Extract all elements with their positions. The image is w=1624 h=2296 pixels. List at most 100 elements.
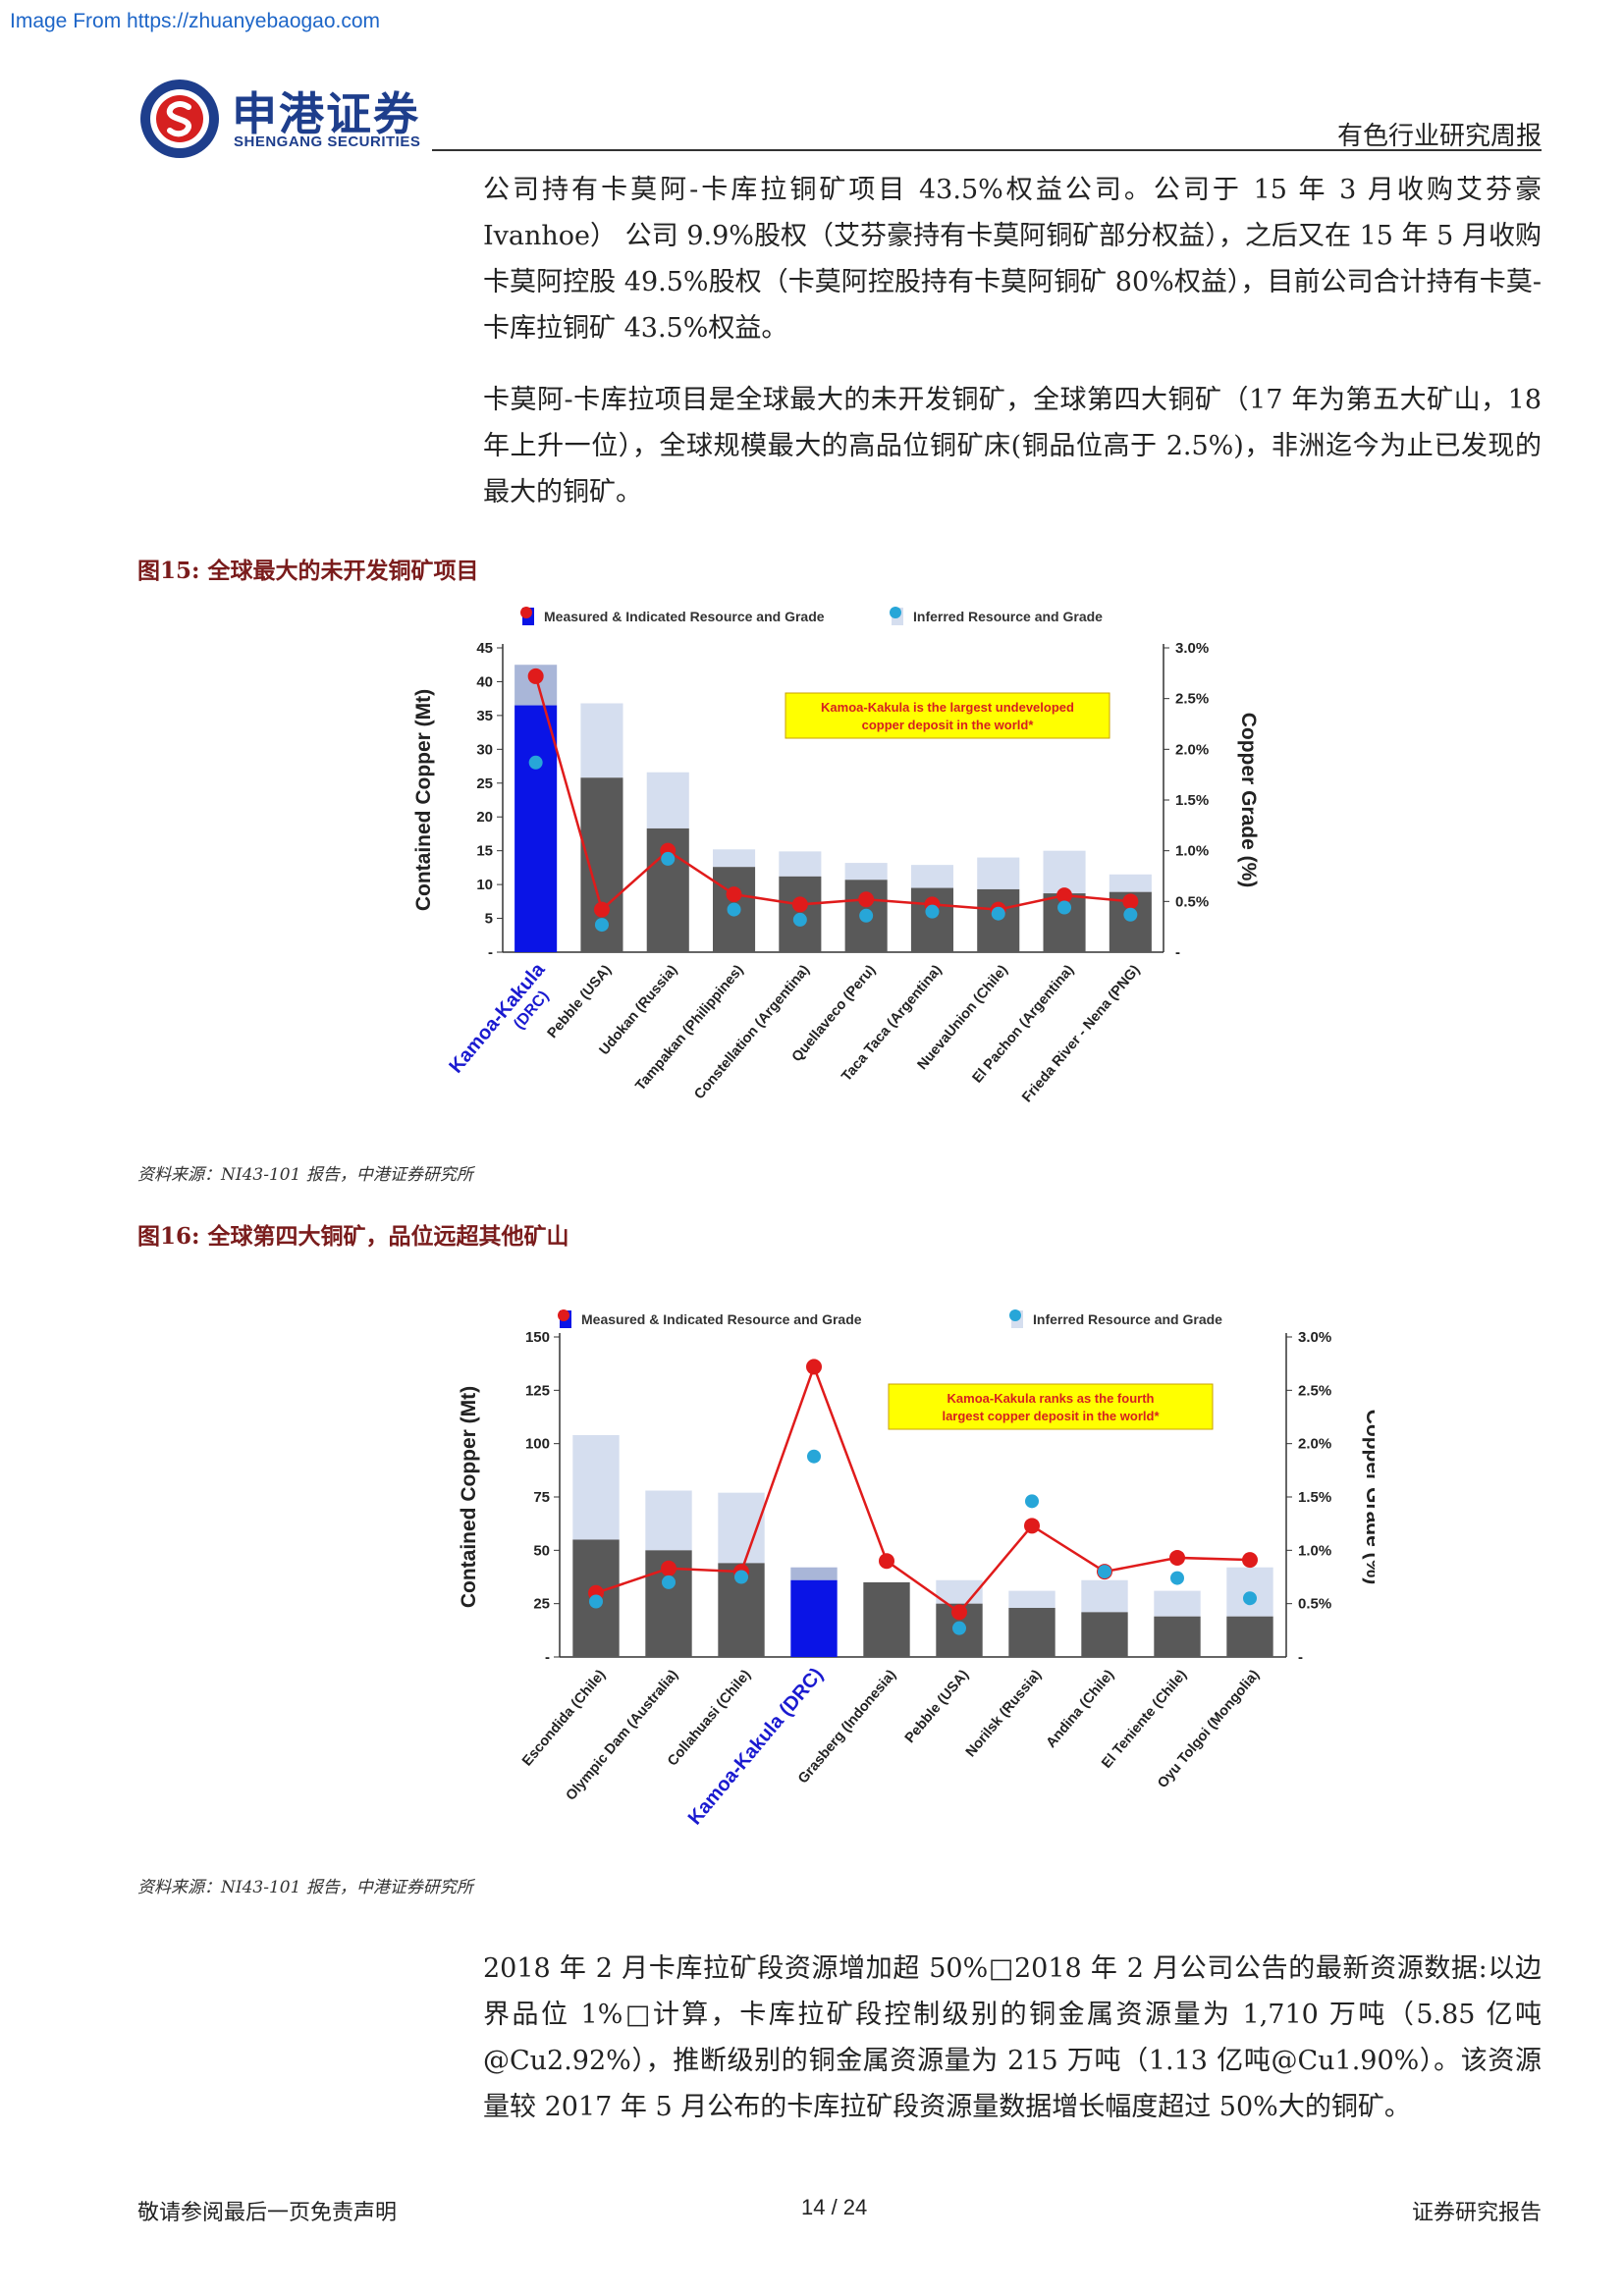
y2-axis-title: Copper Grade (%) bbox=[1237, 713, 1260, 888]
callout-box bbox=[785, 692, 1110, 739]
bar-measured-3 bbox=[790, 1579, 838, 1657]
inferred-grade-point-6 bbox=[1025, 1494, 1039, 1509]
y2-axis-title: Copper Grade (%) bbox=[1362, 1410, 1375, 1585]
x-category-1: Pebble (USA) bbox=[545, 962, 615, 1041]
x-category-9: Frieda River - Nena (PNG) bbox=[1019, 962, 1143, 1105]
grade-point-6 bbox=[1024, 1518, 1040, 1534]
inferred-grade-point-2 bbox=[734, 1570, 748, 1584]
bar-inferred-7 bbox=[977, 857, 1020, 889]
x-category-label: Pebble (USA) bbox=[902, 1667, 972, 1746]
grade-point-1 bbox=[661, 1560, 677, 1576]
y-tick-label: 100 bbox=[525, 1436, 550, 1453]
x-category-label: Constellation (Argentina) bbox=[691, 962, 813, 1102]
y-tick-label: 20 bbox=[476, 809, 493, 826]
grade-point-8 bbox=[1056, 887, 1073, 904]
x-category-0: Kamoa-Kakula(DRC) bbox=[445, 958, 552, 1077]
grade-point-1 bbox=[593, 901, 610, 918]
grade-point-5 bbox=[951, 1604, 967, 1621]
y2-tick-label: 2.0% bbox=[1175, 741, 1209, 758]
grade-point-8 bbox=[1169, 1549, 1185, 1566]
grade-point-3 bbox=[806, 1359, 822, 1375]
bar-inferred-3 bbox=[713, 849, 756, 868]
chart-legend: Measured & Indicated Resource and Grade I… bbox=[558, 1309, 1222, 1328]
y2-tick-label: 1.0% bbox=[1175, 843, 1209, 860]
y-tick-label: 150 bbox=[525, 1329, 550, 1346]
chart-callout: Kamoa-Kakula ranks as the fourth largest … bbox=[888, 1383, 1214, 1430]
grade-line bbox=[534, 675, 1131, 912]
grade-point-4 bbox=[879, 1553, 894, 1570]
y-tick-label: - bbox=[545, 1649, 550, 1666]
x-category-7: Andina (Chile) bbox=[1044, 1667, 1118, 1751]
company-logo: 申港证券 SHENGANG SECURITIES bbox=[137, 77, 432, 161]
legend-measured-marker bbox=[558, 1309, 569, 1321]
y-tick-label: 25 bbox=[476, 775, 493, 792]
x-category-label: Norilsk (Russia) bbox=[963, 1667, 1045, 1760]
callout-text-line2: copper deposit in the world* bbox=[862, 718, 1035, 732]
y-tick-label: 25 bbox=[533, 1596, 550, 1613]
x-category-label: Pebble (USA) bbox=[545, 962, 615, 1041]
inferred-grade-point-1 bbox=[594, 918, 609, 933]
y2-tick-label: - bbox=[1298, 1649, 1303, 1666]
inferred-grade-point-3 bbox=[807, 1449, 821, 1464]
footer-report-type: 证券研究报告 bbox=[1411, 2201, 1542, 2225]
inferred-grade-point-5 bbox=[952, 1621, 966, 1635]
callout-box bbox=[888, 1383, 1214, 1430]
footer-page-number: 14 / 24 bbox=[801, 2195, 868, 2219]
bar-inferred-8 bbox=[1154, 1590, 1201, 1617]
logo-emblem-icon bbox=[140, 80, 219, 158]
x-category-label: Andina (Chile) bbox=[1044, 1667, 1118, 1751]
inferred-grade-point-1 bbox=[662, 1575, 676, 1589]
x-category-label: Kamoa-Kakula (DRC) bbox=[684, 1664, 828, 1829]
bar-measured-0 bbox=[514, 705, 558, 952]
inferred-grade-point-6 bbox=[925, 904, 940, 919]
chart-fourth-largest-copper: Measured & Indicated Resource and Grade I… bbox=[458, 1309, 1375, 1829]
y-tick-label: 50 bbox=[533, 1542, 550, 1559]
callout-text-line2: largest copper deposit in the world* bbox=[942, 1409, 1160, 1423]
logo-english-name: SHENGANG SECURITIES bbox=[234, 133, 421, 150]
grade-point-4 bbox=[791, 896, 808, 913]
x-category-5: Pebble (USA) bbox=[902, 1667, 972, 1746]
chart-largest-undeveloped-copper: Measured & Indicated Resource and Grade I… bbox=[412, 607, 1260, 1105]
callout-text-line1: Kamoa-Kakula is the largest undeveloped bbox=[821, 700, 1074, 715]
grade-point-9 bbox=[1122, 893, 1139, 910]
y-axis-title: Contained Copper (Mt) bbox=[458, 1386, 480, 1608]
figure-16-title: 图16: 全球第四大铜矿，品位远超其他矿山 bbox=[137, 1223, 569, 1250]
inferred-grade-point-0 bbox=[589, 1594, 603, 1609]
y2-tick-label: - bbox=[1175, 944, 1180, 961]
bar-measured-7 bbox=[977, 888, 1020, 952]
y-axis-title: Contained Copper (Mt) bbox=[412, 689, 435, 911]
bar-measured-8 bbox=[1154, 1616, 1201, 1657]
y2-tick-label: 0.5% bbox=[1175, 893, 1209, 910]
y2-tick-label: 1.0% bbox=[1298, 1542, 1331, 1559]
y-tick-label: 5 bbox=[485, 911, 493, 928]
report-section-title: 有色行业研究周报 bbox=[1336, 122, 1542, 151]
bar-inferred-1 bbox=[580, 703, 623, 778]
bar-inferred-5 bbox=[844, 863, 888, 881]
bar-inferred-7 bbox=[1081, 1579, 1128, 1613]
legend-inferred-marker bbox=[890, 607, 901, 618]
inferred-grade-point-7 bbox=[1098, 1565, 1111, 1579]
paragraph-project-scale: 卡莫阿-卡库拉项目是全球最大的未开发铜矿，全球第四大铜矿（17 年为第五大矿山，… bbox=[483, 385, 1542, 507]
y2-tick-label: 3.0% bbox=[1175, 640, 1209, 657]
bar-measured-4 bbox=[863, 1581, 910, 1657]
legend-inferred-label: Inferred Resource and Grade bbox=[913, 609, 1103, 624]
bar-inferred-1 bbox=[645, 1490, 692, 1551]
header-divider bbox=[432, 149, 1542, 151]
y2-tick-label: 1.5% bbox=[1175, 792, 1209, 809]
source-watermark[interactable]: Image From https://zhuanyebaogao.com bbox=[10, 10, 381, 32]
figure-16-source: 资料来源：NI43-101 报告，中港证券研究所 bbox=[137, 1878, 473, 1897]
inferred-grade-point-0 bbox=[528, 755, 543, 770]
figure-15-source: 资料来源：NI43-101 报告，中港证券研究所 bbox=[137, 1165, 473, 1185]
y-tick-label: 40 bbox=[476, 673, 493, 690]
chart-callout: Kamoa-Kakula is the largest undeveloped c… bbox=[785, 692, 1110, 739]
callout-text-line1: Kamoa-Kakula ranks as the fourth bbox=[947, 1391, 1155, 1406]
x-category-3: Kamoa-Kakula (DRC) bbox=[684, 1664, 828, 1829]
grade-point-3 bbox=[726, 886, 742, 903]
bar-inferred-8 bbox=[1043, 850, 1086, 894]
bar-measured-7 bbox=[1081, 1612, 1128, 1657]
grade-point-0 bbox=[527, 667, 544, 684]
y-tick-label: 30 bbox=[476, 741, 493, 758]
y2-tick-label: 2.0% bbox=[1298, 1436, 1331, 1453]
y2-tick-label: 2.5% bbox=[1175, 691, 1209, 708]
bar-inferred-0 bbox=[572, 1434, 620, 1540]
